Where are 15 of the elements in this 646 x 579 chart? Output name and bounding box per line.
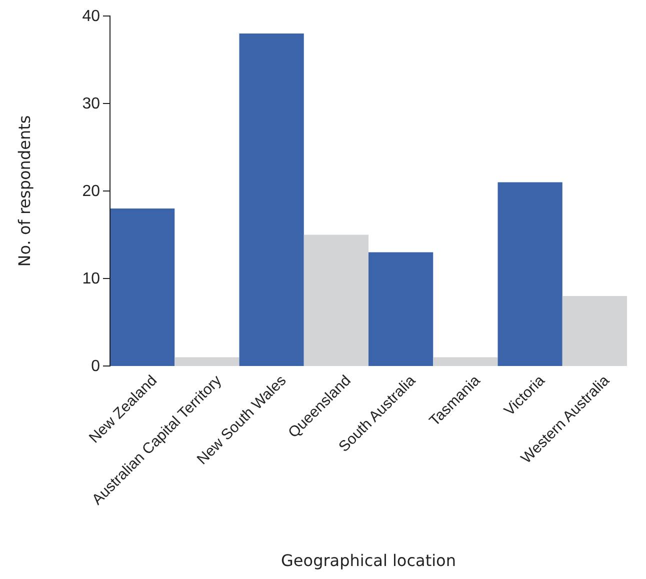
y-tick-label: 10	[82, 270, 100, 288]
y-tick-label: 30	[82, 96, 100, 113]
bar	[368, 252, 434, 366]
bar	[304, 234, 368, 366]
bar	[110, 208, 175, 366]
bar	[239, 34, 304, 366]
x-axis-title: Geographical location	[281, 551, 456, 570]
y-tick-label: 20	[82, 183, 100, 200]
y-tick-label: 40	[82, 8, 100, 26]
bar	[174, 357, 240, 366]
y-tick-label: 0	[91, 358, 100, 376]
y-axis-title: No. of respondents	[15, 115, 34, 267]
bar	[562, 296, 627, 366]
bar	[433, 357, 498, 366]
bar	[498, 182, 562, 366]
